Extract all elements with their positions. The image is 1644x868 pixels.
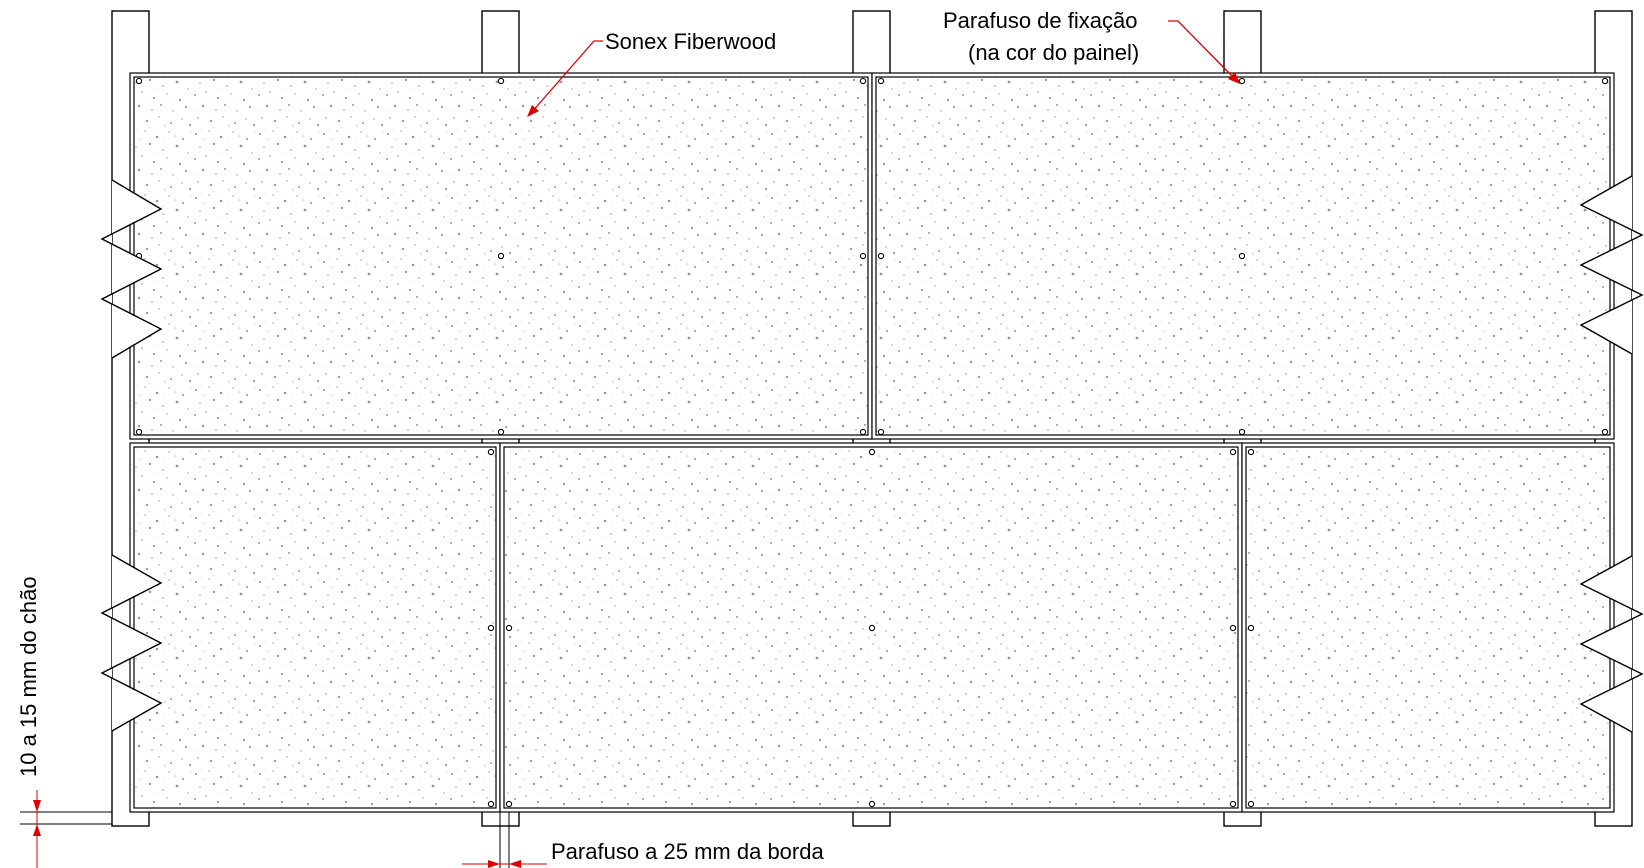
screw <box>135 428 143 436</box>
leader-arrow <box>1228 72 1240 84</box>
screw <box>487 800 495 808</box>
screw <box>1238 428 1246 436</box>
screw <box>859 428 867 436</box>
leader-arrow <box>527 105 539 117</box>
screw <box>1247 800 1255 808</box>
fixing-screw-label-line1: Parafuso de fixação <box>943 8 1137 33</box>
edge-screw-dimension <box>462 812 547 868</box>
screw <box>877 252 885 260</box>
screw <box>487 448 495 456</box>
screw <box>1247 448 1255 456</box>
fixing-screw-label-line2: (na cor do painel) <box>968 40 1139 65</box>
leader-panel-material <box>530 40 603 114</box>
screw <box>1238 77 1246 85</box>
screw <box>1229 624 1237 632</box>
break-line-right-bottom <box>1579 555 1644 733</box>
break-line-left-bottom <box>100 554 163 732</box>
screw <box>859 77 867 85</box>
edge-screw-label: Parafuso a 25 mm da borda <box>551 839 824 864</box>
screw <box>868 800 876 808</box>
floor-gap-dimension <box>20 790 112 868</box>
screw <box>1601 77 1609 85</box>
screw <box>868 624 876 632</box>
panel-material-label: Sonex Fiberwood <box>605 29 776 54</box>
panel-top-right <box>871 72 1615 440</box>
screw <box>505 624 513 632</box>
leaders <box>530 20 1237 114</box>
panel-bottom-right <box>1241 442 1615 813</box>
break-lines <box>100 175 1644 733</box>
leader-fixing-screw <box>1168 20 1237 81</box>
screw <box>135 77 143 85</box>
break-line-left-top <box>100 179 163 359</box>
screw <box>1247 624 1255 632</box>
break-line-right-top <box>1579 175 1644 355</box>
screw <box>1229 448 1237 456</box>
screw <box>1229 800 1237 808</box>
screw <box>877 428 885 436</box>
screw <box>487 624 495 632</box>
screw <box>868 448 876 456</box>
screw <box>1238 252 1246 260</box>
floor-gap-label: 10 a 15 mm do chão <box>16 576 41 777</box>
screw <box>1601 428 1609 436</box>
screw <box>505 800 513 808</box>
screws <box>135 77 1609 808</box>
screw <box>877 77 885 85</box>
panel-bottom-left <box>129 442 501 813</box>
screw <box>497 428 505 436</box>
screw <box>497 77 505 85</box>
screw <box>859 252 867 260</box>
screw <box>497 252 505 260</box>
panels <box>129 72 1615 813</box>
